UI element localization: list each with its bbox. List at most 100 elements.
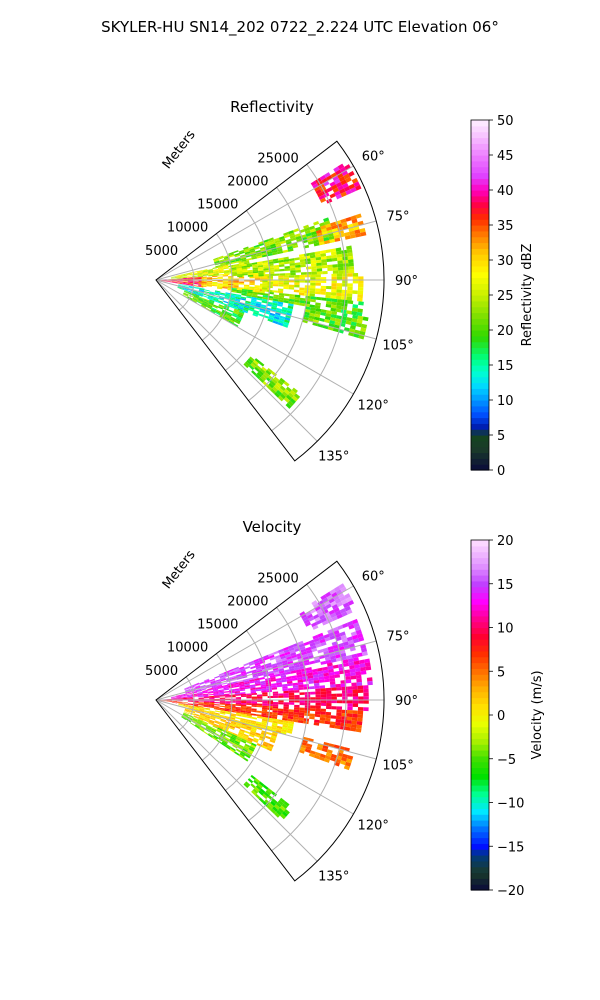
echo-cell (307, 672, 313, 676)
echo-cell (210, 716, 216, 720)
colorbar-segment (471, 435, 489, 442)
echo-cell (244, 686, 251, 690)
echo-cell (277, 721, 284, 725)
echo-cell (207, 688, 213, 691)
echo-cell (270, 735, 277, 739)
echo-cell (347, 755, 354, 760)
echo-cell (254, 358, 261, 364)
echo-cell (314, 313, 321, 318)
echo-cell (239, 310, 245, 314)
echo-cell (230, 713, 237, 716)
echo-cell (334, 598, 342, 605)
echo-cell (315, 308, 322, 313)
echo-cell (186, 696, 193, 698)
echo-cell (310, 705, 316, 709)
echo-cell (235, 704, 242, 706)
echo-cell (199, 287, 205, 290)
echo-cell (237, 734, 243, 739)
echo-cell (256, 667, 262, 672)
echo-cell (230, 714, 236, 717)
echo-cell (183, 285, 189, 288)
echo-cell (350, 631, 357, 637)
echo-cell (348, 266, 355, 270)
echo-cell (291, 387, 298, 394)
echo-cell (298, 749, 305, 754)
echo-cell (275, 382, 282, 388)
echo-cell (171, 281, 178, 282)
echo-cell (255, 250, 261, 254)
colorbar-segment (471, 400, 489, 407)
echo-cell (281, 683, 288, 687)
echo-cell (266, 384, 273, 391)
echo-cell (197, 271, 203, 274)
echo-cell (201, 283, 207, 285)
echo-cell (224, 723, 231, 727)
colorbar-segment (471, 738, 489, 745)
echo-cell (320, 606, 328, 612)
echo-cell (219, 259, 225, 262)
echo-cell (198, 709, 205, 712)
echo-cell (194, 713, 200, 716)
echo-cell (294, 274, 300, 278)
echo-cell (363, 700, 369, 704)
echo-cell (211, 684, 217, 688)
echo-cell (321, 259, 327, 263)
echo-cell (335, 308, 342, 313)
echo-cell (182, 282, 188, 284)
echo-cell (285, 402, 292, 409)
echo-cell (245, 709, 252, 712)
echo-cell (200, 684, 206, 688)
echo-cell (336, 613, 343, 620)
echo-cell (240, 751, 246, 756)
echo-cell (198, 296, 205, 300)
echo-cell (283, 275, 289, 278)
echo-cell (182, 703, 188, 705)
echo-cell (316, 262, 322, 266)
echo-cell (251, 705, 257, 708)
echo-cell (262, 260, 268, 264)
echo-cell (219, 675, 225, 678)
echo-cell (271, 371, 277, 377)
echo-cell (330, 684, 336, 688)
echo-cell (171, 277, 177, 279)
echo-cell (335, 589, 343, 596)
echo-cell (201, 278, 207, 280)
echo-cell (320, 309, 327, 314)
echo-cell (268, 652, 274, 657)
echo-cell (202, 271, 208, 274)
echo-cell (242, 757, 249, 762)
echo-cell (218, 274, 225, 276)
echo-cell (275, 659, 282, 664)
echo-cell (332, 267, 339, 271)
echo-cell (262, 692, 268, 695)
echo-cell (186, 695, 193, 697)
echo-cell (343, 173, 350, 180)
echo-cell (209, 299, 215, 303)
echo-cell (289, 296, 295, 300)
azimuth-tick-label: 105° (382, 338, 413, 353)
echo-cell (193, 281, 199, 283)
echo-cell (272, 710, 278, 713)
echo-cell (225, 701, 231, 703)
echo-cell (316, 608, 323, 615)
echo-cell (193, 277, 199, 279)
echo-cell (329, 674, 335, 679)
echo-cell (258, 361, 265, 367)
echo-cell (178, 703, 184, 706)
echo-cell (223, 685, 229, 689)
echo-cell (332, 644, 339, 650)
echo-cell (241, 702, 247, 705)
echo-cell (263, 791, 270, 798)
echo-cell (187, 278, 194, 280)
echo-cell (184, 290, 190, 294)
echo-cell (218, 692, 225, 695)
echo-cell (263, 371, 270, 378)
echo-cell (194, 294, 200, 298)
echo-cell (250, 300, 257, 304)
echo-cell (219, 723, 225, 727)
echo-cell (266, 804, 273, 811)
echo-cell (191, 719, 197, 723)
echo-cell (335, 295, 342, 300)
echo-cell (251, 710, 257, 713)
